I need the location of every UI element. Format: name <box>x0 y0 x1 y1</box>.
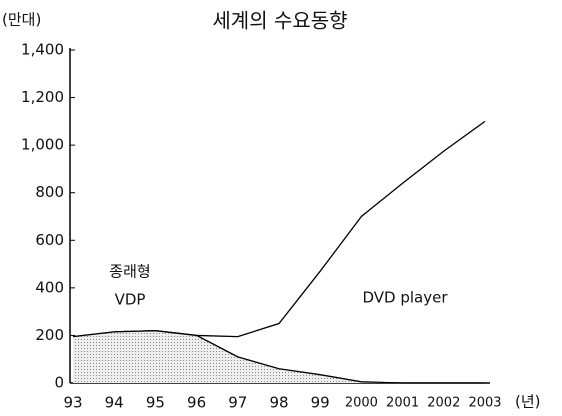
x-tick-label: 93 <box>63 394 82 412</box>
y-tick-label: 1,000 <box>21 136 64 154</box>
y-axis-label: (만대) <box>2 11 41 29</box>
x-tick-label: 94 <box>105 394 124 412</box>
annotation: 종래형 <box>109 263 150 281</box>
x-tick-label: 96 <box>187 394 206 412</box>
x-tick-label: 98 <box>269 394 288 412</box>
x-tick-label: 2000 <box>345 396 378 411</box>
annotation: VDP <box>115 291 146 309</box>
x-tick-label: 2002 <box>427 396 460 411</box>
x-tick-label: 97 <box>228 394 247 412</box>
x-axis-label: (년) <box>515 393 541 411</box>
y-tick-label: 0 <box>54 374 64 392</box>
y-tick-label: 800 <box>35 183 64 201</box>
y-tick-label: 1,200 <box>21 88 64 106</box>
x-tick-label: 2003 <box>468 396 501 411</box>
area <box>73 330 485 383</box>
series-line <box>72 330 485 384</box>
annotation: DVD player <box>362 289 448 307</box>
x-tick-label: 99 <box>311 394 330 412</box>
x-tick-label: 2001 <box>386 396 419 411</box>
x-tick-label: 95 <box>146 394 165 412</box>
y-tick-label: 200 <box>35 326 64 344</box>
y-tick-label: 1,400 <box>21 41 64 59</box>
y-tick-label: 400 <box>35 278 64 296</box>
y-tick-label: 600 <box>35 231 64 249</box>
chart-title: 세계의 수요동향 <box>212 9 347 33</box>
